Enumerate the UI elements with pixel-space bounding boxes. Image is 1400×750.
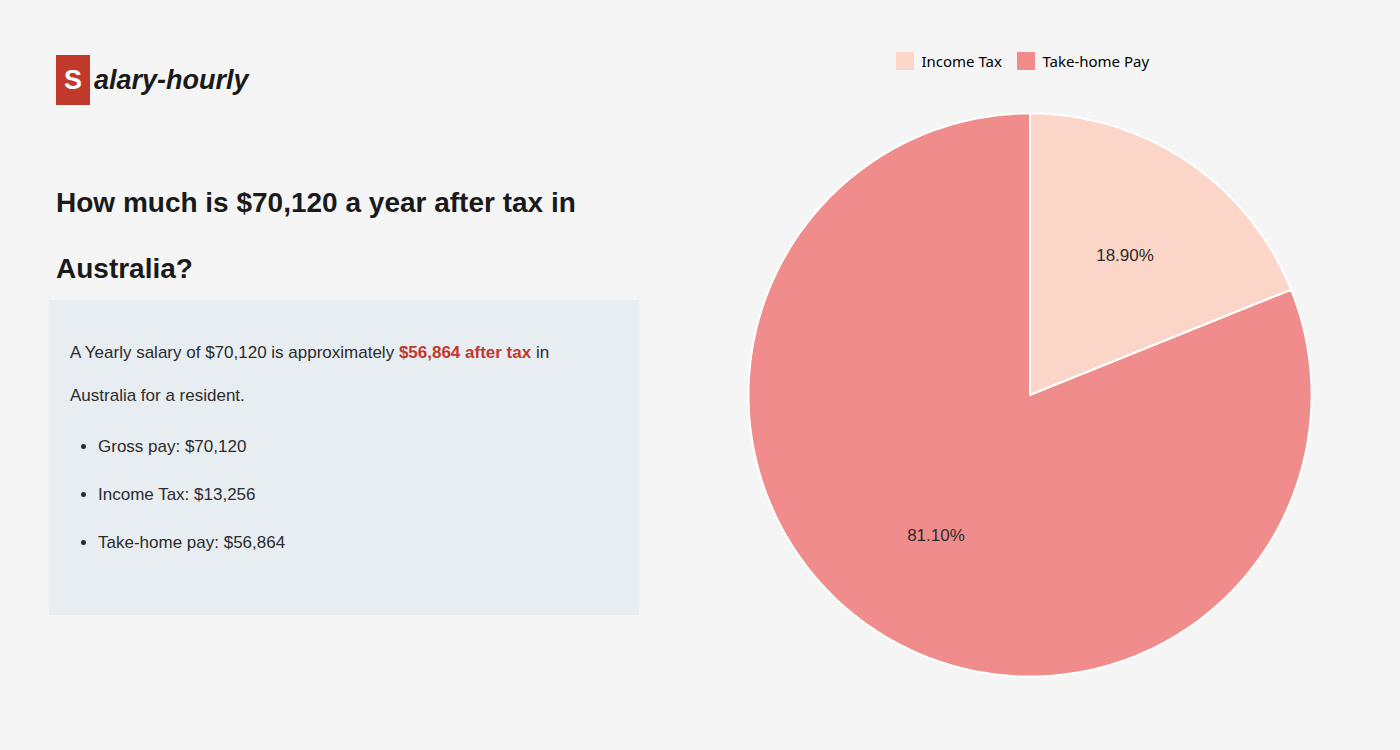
- html-text:How much is $70,120 a year aft: How much is $70,120 a year after tax in: [56, 187, 576, 218]
- html-text:Australia for a resident.: Australia for a resident.: [70, 386, 245, 405]
- html-text:Income Tax: Income Tax: [921, 51, 1002, 72]
- html-text:S: S: [64, 65, 82, 95]
- html-text:Gross pay: $70,120: Gross pay: $70,120: [98, 437, 247, 456]
- html-text:alary-hourly: alary-hourly: [94, 64, 249, 95]
- html-text:A Yearly salary of $70,120 is: A Yearly salary of $70,120 is approximat…: [70, 343, 550, 362]
- html-text:Take-home pay: $56,864: Take-home pay: $56,864: [98, 533, 286, 552]
- svg-text:81.10%: 81.10%: [907, 526, 965, 545]
- html-text:Take-home Pay: Take-home Pay: [1042, 51, 1150, 72]
- html-text:Income Tax: $13,256: Income Tax: $13,256: [98, 485, 256, 504]
- html-text:Australia?: Australia?: [56, 253, 193, 284]
- svg-text:18.90%: 18.90%: [1096, 246, 1154, 265]
